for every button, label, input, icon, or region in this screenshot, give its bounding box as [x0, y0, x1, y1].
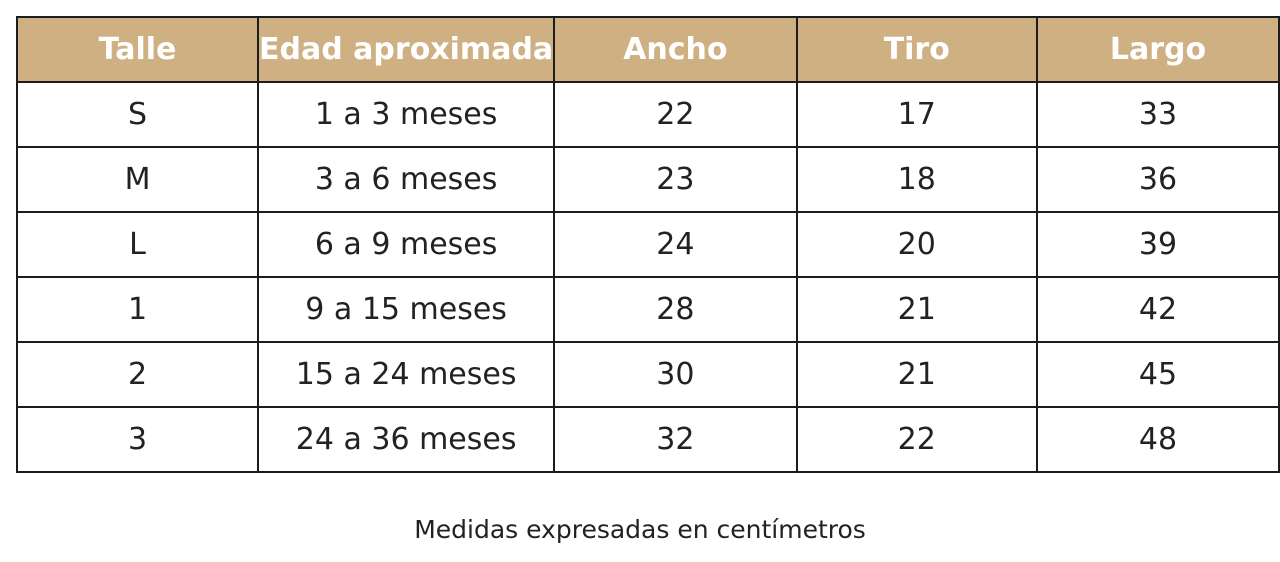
table-row: M 3 a 6 meses 23 18 36	[15, 146, 1280, 213]
cell-edad: 15 a 24 meses	[257, 341, 556, 408]
cell-tiro: 18	[795, 146, 1039, 213]
cell-largo: 48	[1036, 406, 1280, 473]
cell-ancho: 32	[553, 406, 798, 473]
column-header-largo: Largo	[1036, 16, 1280, 83]
table-row: 2 15 a 24 meses 30 21 45	[15, 341, 1280, 408]
column-header-label: Edad aproximada	[259, 32, 554, 67]
table-row: L 6 a 9 meses 24 20 39	[15, 211, 1280, 278]
cell-edad: 9 a 15 meses	[257, 276, 556, 343]
table-row: 3 24 a 36 meses 32 22 48	[15, 406, 1280, 473]
cell-largo: 42	[1036, 276, 1280, 343]
cell-largo: 45	[1036, 341, 1280, 408]
cell-largo: 33	[1036, 81, 1280, 148]
cell-tiro: 22	[795, 406, 1039, 473]
cell-talle: 2	[15, 341, 260, 408]
cell-ancho: 24	[553, 211, 798, 278]
size-table: Talle Edad aproximada Ancho Tiro Largo S…	[15, 16, 1280, 473]
cell-tiro: 17	[795, 81, 1039, 148]
cell-edad: 3 a 6 meses	[257, 146, 556, 213]
table-row: S 1 a 3 meses 22 17 33	[15, 81, 1280, 148]
cell-ancho: 22	[553, 81, 798, 148]
cell-talle: M	[15, 146, 260, 213]
column-header-ancho: Ancho	[553, 16, 798, 83]
table-header-row: Talle Edad aproximada Ancho Tiro Largo	[15, 16, 1280, 83]
cell-edad: 1 a 3 meses	[257, 81, 556, 148]
measurement-note: Medidas expresadas en centímetros	[414, 515, 866, 544]
column-header-edad: Edad aproximada	[257, 16, 556, 83]
table-row: 1 9 a 15 meses 28 21 42	[15, 276, 1280, 343]
column-header-talle: Talle	[15, 16, 260, 83]
cell-edad: 24 a 36 meses	[257, 406, 556, 473]
cell-ancho: 23	[553, 146, 798, 213]
column-header-label: Talle	[98, 32, 177, 67]
cell-largo: 36	[1036, 146, 1280, 213]
column-header-label: Largo	[1109, 32, 1207, 67]
cell-tiro: 20	[795, 211, 1039, 278]
cell-talle: 3	[15, 406, 260, 473]
cell-ancho: 30	[553, 341, 798, 408]
cell-largo: 39	[1036, 211, 1280, 278]
cell-edad: 6 a 9 meses	[257, 211, 556, 278]
column-header-label: Tiro	[883, 32, 950, 67]
column-header-tiro: Tiro	[795, 16, 1039, 83]
cell-talle: S	[15, 81, 260, 148]
cell-talle: 1	[15, 276, 260, 343]
cell-tiro: 21	[795, 276, 1039, 343]
cell-talle: L	[15, 211, 260, 278]
cell-tiro: 21	[795, 341, 1039, 408]
cell-ancho: 28	[553, 276, 798, 343]
column-header-label: Ancho	[623, 32, 728, 67]
